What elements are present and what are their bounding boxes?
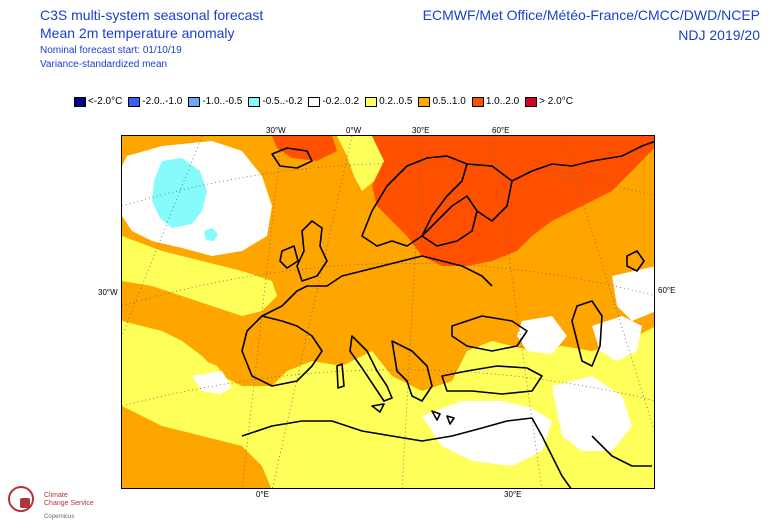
graticule-label-top-30e: 30°E [412,126,430,135]
header-right: ECMWF/Met Office/Météo-France/CMCC/DWD/N… [423,6,760,44]
legend-label: 0.2..0.5 [379,96,413,107]
logo-line-3: Copernicus [44,514,75,520]
legend-label: -2.0..-1.0 [142,96,183,107]
legend-swatch-7 [471,96,484,107]
anomaly-neutral-caspian [592,316,642,361]
legend-item: <-2.0°C [74,96,122,107]
legend-item: 0.2..0.5 [365,96,412,107]
graticule-label-bottom-0e: 0°E [256,490,269,499]
legend-swatch-6 [418,96,431,107]
legend: <-2.0°C -2.0..-1.0 -1.0..-0.5 -0.5..-0.2… [74,96,579,107]
legend-label: > 2.0°C [539,96,573,107]
coastlines [241,140,654,488]
legend-swatch-2 [188,96,201,107]
legend-label: 0.5..1.0 [432,96,466,107]
legend-label: 1.0..2.0 [485,96,520,107]
legend-swatch-0 [74,96,86,107]
legend-label: -0.5..-0.2 [262,96,303,107]
header-left: C3S multi-system seasonal forecast Mean … [40,6,263,72]
legend-item: > 2.0°C [525,96,573,107]
legend-item: -0.5..-0.2 [248,96,302,107]
forecast-map [121,135,655,489]
graticule-label-top-30w: 30°W [266,126,286,135]
legend-swatch-8 [525,96,538,107]
period-label: NDJ 2019/20 [678,27,760,43]
anomaly-orange-south [122,406,272,488]
anomaly-red-north [372,136,654,266]
legend-label: <-2.0°C [88,96,123,107]
legend-swatch-4 [308,96,321,107]
legend-item: -1.0..-0.5 [188,96,242,107]
graticule-label-bottom-30e: 30°E [504,490,522,499]
chart-title: C3S multi-system seasonal forecast [40,7,264,23]
anomaly-yellow-arctic [337,136,384,191]
graticule-label-top-60e: 60°E [492,126,510,135]
legend-item: 0.5..1.0 [418,96,466,107]
anomaly-cyan-blob [152,158,207,228]
legend-item: -2.0..-1.0 [128,96,182,107]
anomaly-red-greenland-tip [272,136,337,161]
chart-subtitle: Mean 2m temperature anomaly [40,25,235,41]
legend-swatch-5 [365,96,378,107]
graticule-label-right-60e: 60°E [658,286,676,295]
anomaly-neutral-arabia [552,376,632,451]
logo-circle-icon [8,486,34,512]
graticule-lines [122,136,654,488]
method-note: Variance-standardized mean [40,59,168,70]
anomaly-neutral-turkey [517,316,567,354]
legend-label: -0.2..0.2 [322,96,360,107]
legend-swatch-1 [128,96,141,107]
copernicus-logo: Climate Change Service Copernicus [6,484,96,524]
logo-line-2: Change Service [44,500,94,507]
graticule-label-top-0: 0°W [346,126,362,135]
anomaly-cyan-dot [204,228,218,241]
anomaly-neutral-spain [192,371,232,394]
centres-label: ECMWF/Met Office/Météo-France/CMCC/DWD/N… [422,7,760,23]
map-svg [122,136,654,488]
legend-item: -0.2..0.2 [308,96,359,107]
logo-line-1: Climate [44,492,68,499]
legend-label: -1.0..-0.5 [202,96,243,107]
forecast-start: Nominal forecast start: 01/10/19 [40,45,182,56]
legend-item: 1.0..2.0 [471,96,520,107]
anomaly-neutral-east [612,266,654,321]
graticule-label-left-30w: 30°W [98,288,118,297]
anomaly-neutral-mideast [422,401,552,466]
anomaly-yellow-atlantic [122,236,277,316]
legend-swatch-3 [248,96,261,107]
